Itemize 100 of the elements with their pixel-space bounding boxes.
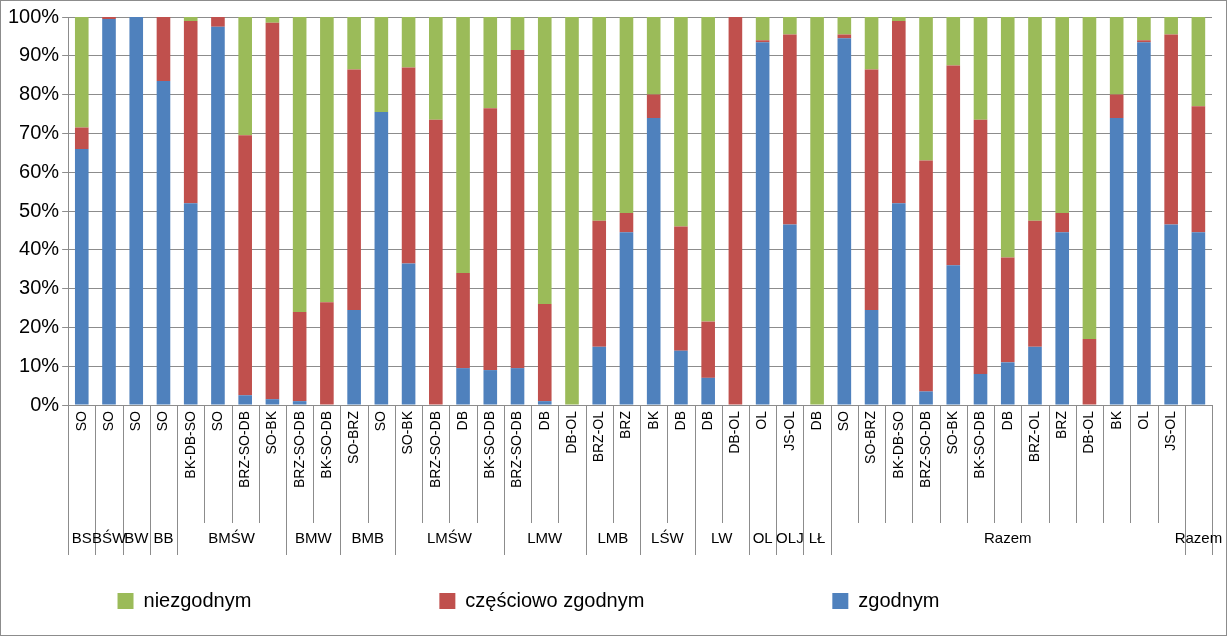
bar: [265, 399, 280, 405]
bar: [537, 304, 552, 402]
bar: [946, 17, 961, 66]
bar: [238, 135, 252, 396]
bar: [1191, 17, 1206, 107]
x-tick-label: BK-SO-DB: [971, 411, 988, 479]
x-tick-label: SO: [127, 410, 144, 432]
text: Razem: [1174, 529, 1223, 547]
x-tick-label: DB: [671, 411, 688, 431]
bar: [483, 17, 498, 109]
legend-label: niezgodnym: [143, 588, 412, 611]
bar: [1082, 17, 1097, 340]
x-tick-label: SO: [154, 410, 171, 432]
bar: [755, 17, 770, 41]
bar: [565, 17, 579, 405]
bar: [347, 17, 361, 70]
bar: [1028, 17, 1042, 221]
y-tick-label: 40%: [19, 237, 60, 260]
bar: [537, 17, 552, 305]
bar: [592, 346, 607, 405]
x-tick-label: DB: [998, 411, 1015, 431]
bar: [102, 18, 116, 405]
bar: [674, 226, 688, 351]
x-tick-label: BRZ-OL: [1025, 410, 1042, 463]
bar: [429, 119, 443, 405]
bar: [74, 127, 89, 149]
bar: [1164, 34, 1178, 225]
bar: [183, 203, 198, 405]
bar: [864, 309, 879, 405]
x-tick-label: BRZ: [1053, 410, 1070, 439]
legend-label: zgodnym: [858, 588, 1100, 611]
bar: [265, 22, 280, 400]
legend-label: częściowo zgodnym: [465, 588, 805, 611]
bar: [783, 17, 797, 35]
text: LMB: [597, 529, 629, 547]
y-tick-label: 80%: [19, 82, 60, 105]
x-tick-label: DB: [453, 411, 470, 431]
bar: [946, 265, 961, 405]
x-tick-label: BK-DB-SO: [181, 410, 198, 479]
bar: [837, 34, 852, 39]
x-tick-label: OL: [1134, 410, 1151, 430]
bar: [1137, 42, 1151, 405]
bar: [783, 34, 797, 225]
bar: [347, 69, 361, 310]
x-tick-label: JS-OL: [1162, 410, 1179, 451]
bar: [1082, 339, 1097, 405]
bar: [646, 17, 661, 95]
bar: [292, 401, 307, 405]
bar: [592, 220, 607, 347]
x-tick-label: DB: [535, 411, 552, 431]
x-tick-label: DB: [807, 411, 824, 431]
bar: [265, 17, 280, 23]
bar: [892, 203, 906, 405]
text: LŁ: [808, 529, 826, 547]
x-tick-label: SO: [72, 410, 89, 432]
bar: [456, 273, 470, 369]
bar: [510, 17, 525, 50]
bar: [183, 20, 198, 204]
bar: [1000, 257, 1015, 363]
bar: [347, 309, 361, 405]
text: BS: [71, 529, 92, 547]
text: LW: [711, 529, 734, 547]
x-tick-label: BK: [644, 410, 661, 430]
bar: [183, 17, 198, 21]
bar: [810, 17, 824, 405]
x-tick-label: BRZ-SO-DB: [236, 411, 253, 488]
bar: [401, 263, 416, 405]
bar: [973, 373, 988, 405]
x-tick-label: BRZ-SO-DB: [916, 411, 933, 488]
text: Razem: [983, 529, 1032, 547]
x-tick-label: DB-OL: [726, 410, 743, 454]
x-tick-label: SO: [372, 410, 389, 432]
bar: [864, 17, 879, 70]
bar: [864, 69, 879, 310]
x-tick-label: BRZ-SO-DB: [508, 411, 525, 488]
bar: [946, 65, 961, 266]
bar: [401, 17, 416, 68]
x-tick-label: SO-BK: [944, 410, 961, 455]
bar: [837, 38, 852, 405]
bar: [537, 401, 552, 405]
bar: [1055, 17, 1070, 213]
bar: [211, 17, 225, 27]
bar: [456, 17, 470, 274]
text: OLJ: [776, 529, 804, 547]
x-tick-label: DB-OL: [1080, 410, 1097, 454]
y-tick-label: 60%: [19, 159, 60, 182]
y-tick-label: 0%: [30, 392, 60, 415]
bar: [892, 20, 906, 204]
x-tick-label: OL: [753, 410, 770, 430]
bar: [1109, 117, 1124, 405]
bar: [1191, 232, 1206, 405]
bar: [292, 311, 307, 402]
bar: [456, 368, 470, 405]
y-tick-label: 70%: [19, 120, 60, 143]
text: BMŚW: [208, 529, 256, 547]
bar: [783, 224, 797, 405]
bar: [510, 368, 525, 405]
bar: [646, 117, 661, 405]
bar: [1164, 17, 1178, 35]
bar: [646, 94, 661, 118]
